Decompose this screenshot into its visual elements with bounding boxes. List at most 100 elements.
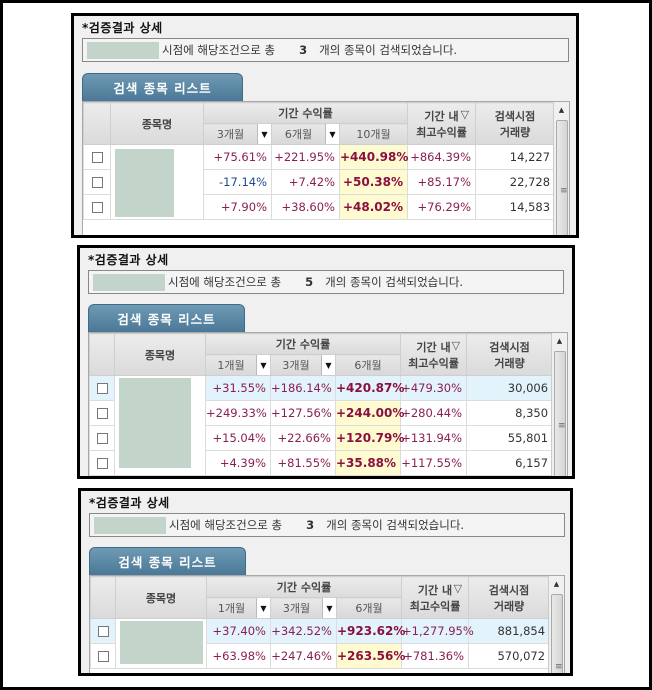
period-select-1[interactable]: 1개월 ▼ (206, 597, 271, 619)
table-row[interactable]: +4.39% +81.55% +35.88% +117.55% 6,157 (89, 450, 554, 476)
max-return: +479.30% (400, 375, 468, 401)
period-select-2[interactable]: 3개월 ▼ (270, 597, 337, 619)
return-p1: +249.33% (205, 400, 271, 426)
tab-search-stock-list[interactable]: 검색 종목 리스트 (89, 547, 246, 575)
row-checkbox[interactable] (97, 651, 109, 662)
max-return: +76.29% (407, 194, 477, 220)
header-max-return[interactable]: 기간 내 최고수익률 ▽ (407, 102, 477, 145)
masked-date (87, 41, 159, 59)
tab-search-stock-list[interactable]: 검색 종목 리스트 (82, 73, 243, 101)
row-checkbox[interactable] (91, 152, 103, 163)
select-all-header (90, 576, 116, 619)
table-row[interactable]: +63.98% +247.46% +263.56% +781.36% 570,0… (90, 643, 551, 669)
return-p2: +22.66% (270, 425, 336, 451)
return-p3: +48.02% (338, 194, 409, 220)
header-max-return-line1: 기간 내 (417, 583, 453, 597)
vertical-scrollbar[interactable]: ▲ ≡ (548, 576, 564, 673)
tab-search-stock-list[interactable]: 검색 종목 리스트 (88, 304, 245, 332)
table-row[interactable]: +31.55% +186.14% +420.87% +479.30% 30,00… (89, 375, 554, 476)
return-p2: +81.55% (270, 450, 336, 476)
volume: 8,350 (466, 400, 554, 426)
table-row[interactable]: +249.33% +127.56% +244.00% +280.44% 8,35… (89, 400, 554, 426)
masked-stock-names (120, 621, 203, 664)
summary-suffix: 개의 종목이 검색되었습니다. (326, 518, 465, 532)
header-volume[interactable]: 검색시점 거래량 (466, 333, 554, 376)
return-p3: +420.87% (334, 375, 404, 401)
period-col-3: 10개월 (338, 123, 409, 145)
scroll-up-icon[interactable]: ▲ (556, 337, 563, 345)
volume: 6,157 (466, 450, 554, 476)
sort-icon[interactable]: ▽ (451, 339, 461, 352)
scrollbar-thumb[interactable]: ≡ (556, 120, 568, 235)
row-checkbox[interactable] (91, 202, 103, 213)
vertical-scrollbar[interactable]: ▲ ≡ (551, 333, 567, 476)
header-period-return: 기간 수익률 (204, 333, 402, 355)
header-volume-line2: 거래량 (493, 599, 525, 613)
scrollbar-thumb[interactable]: ≡ (551, 594, 563, 673)
row-checkbox[interactable] (96, 458, 108, 469)
max-return: +85.17% (407, 169, 477, 195)
table-row[interactable]: +15.04% +22.66% +120.79% +131.94% 55,801 (89, 425, 554, 451)
period-select-1[interactable]: 3개월 ▼ (203, 123, 272, 145)
header-max-return[interactable]: 기간 내 최고수익률 ▽ (401, 576, 470, 619)
header-max-return-line1: 기간 내 (424, 109, 459, 123)
return-p3: +35.88% (334, 450, 402, 476)
masked-date (94, 516, 166, 534)
chevron-down-icon[interactable]: ▼ (256, 598, 270, 618)
header-volume-line1: 검색시점 (488, 583, 530, 597)
stock-table: 종목명 기간 수익률 기간 내 최고수익률 ▽ 검색시점 거래량 3개월 ▼ 6개… (83, 102, 556, 220)
header-stock-name[interactable]: 종목명 (114, 333, 206, 376)
volume: 22,728 (475, 169, 556, 195)
scroll-up-icon[interactable]: ▲ (553, 580, 560, 588)
stock-name-cell (115, 618, 207, 669)
period-select-2[interactable]: 3개월 ▼ (270, 354, 336, 376)
chevron-down-icon[interactable]: ▼ (325, 124, 339, 144)
chevron-down-icon[interactable]: ▼ (257, 124, 271, 144)
table-row[interactable]: +37.40% +342.52% +923.62% +1,277.95% 881… (90, 618, 551, 669)
header-volume-line2: 거래량 (499, 125, 531, 139)
grip-icon: ≡ (555, 662, 563, 672)
stock-grid: 종목명 기간 수익률 기간 내 최고수익률 ▽ 검색시점 거래량 3개월 ▼ 6개… (82, 101, 570, 235)
table-row[interactable]: +75.61% +221.95% +440.98% +864.39% 14,22… (83, 144, 556, 220)
table-row[interactable]: +7.90% +38.60% +48.02% +76.29% 14,583 (83, 194, 556, 220)
stock-table: 종목명 기간 수익률 기간 내 최고수익률 ▽ 검색시점 거래량 1개월 ▼ 3개… (90, 576, 551, 669)
header-volume-line1: 검색시점 (494, 109, 536, 123)
chevron-down-icon[interactable]: ▼ (321, 355, 335, 375)
chevron-down-icon[interactable]: ▼ (322, 598, 336, 618)
return-p1: +63.98% (206, 643, 271, 669)
volume: 14,583 (475, 194, 556, 220)
table-row[interactable]: -17.14% +7.42% +50.38% +85.17% 22,728 (83, 169, 556, 195)
header-stock-name[interactable]: 종목명 (115, 576, 207, 619)
row-checkbox[interactable] (96, 408, 108, 419)
header-stock-name[interactable]: 종목명 (110, 102, 204, 145)
result-panel-2: *검증결과 상세 시점에 해당조건으로 총 5 개의 종목이 검색되었습니다. … (77, 245, 575, 479)
vertical-scrollbar[interactable]: ▲ ≡ (553, 102, 569, 235)
header-volume[interactable]: 검색시점 거래량 (468, 576, 551, 619)
return-p2: +38.60% (271, 194, 340, 220)
row-checkbox[interactable] (96, 383, 108, 394)
header-volume[interactable]: 검색시점 거래량 (475, 102, 556, 145)
scrollbar-thumb[interactable]: ≡ (554, 351, 566, 476)
chevron-down-icon[interactable]: ▼ (256, 355, 270, 375)
period-select-1[interactable]: 1개월 ▼ (205, 354, 271, 376)
return-p2: +342.52% (270, 618, 337, 644)
grip-icon: ≡ (560, 186, 568, 196)
period-col-3: 6개월 (335, 597, 403, 619)
row-checkbox[interactable] (97, 626, 109, 637)
row-checkbox[interactable] (91, 177, 103, 188)
return-p1: +4.39% (205, 450, 271, 476)
max-return: +280.44% (400, 400, 468, 426)
row-checkbox[interactable] (96, 433, 108, 444)
header-max-return[interactable]: 기간 내 최고수익률 ▽ (400, 333, 468, 376)
sort-icon[interactable]: ▽ (460, 108, 470, 121)
scroll-up-icon[interactable]: ▲ (558, 106, 565, 114)
return-p2: +186.14% (270, 375, 336, 401)
volume: 14,227 (475, 144, 556, 170)
period-select-2[interactable]: 6개월 ▼ (271, 123, 340, 145)
summary-prefix: 시점에 해당조건으로 총 (162, 43, 276, 57)
return-p2: +247.46% (270, 643, 337, 669)
return-p2: +7.42% (271, 169, 340, 195)
sort-icon[interactable]: ▽ (453, 582, 463, 595)
return-p1: +75.61% (203, 144, 272, 170)
